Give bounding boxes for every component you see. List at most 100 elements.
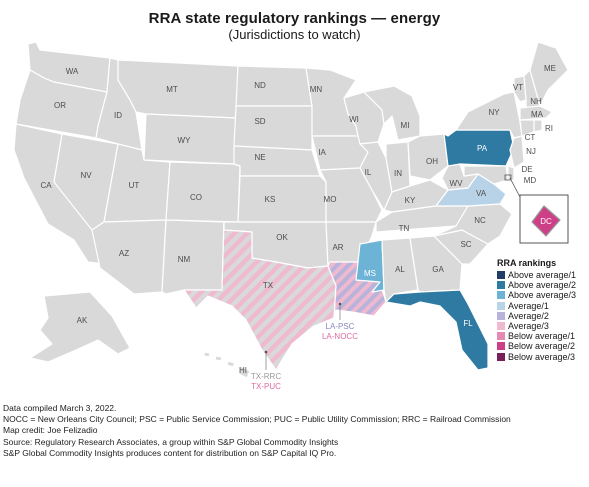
label-va: VA bbox=[476, 189, 487, 198]
label-fl: FL bbox=[463, 319, 473, 328]
legend-swatch bbox=[497, 352, 505, 361]
state-dc[interactable] bbox=[531, 205, 561, 237]
state-la[interactable] bbox=[327, 261, 387, 319]
legend-swatch bbox=[497, 291, 505, 300]
label-nm: NM bbox=[178, 255, 191, 264]
state-tx[interactable] bbox=[183, 221, 337, 371]
label-nc: NC bbox=[474, 216, 486, 225]
legend-label: Above average/1 bbox=[508, 270, 577, 281]
label-mo: MO bbox=[324, 195, 337, 204]
legend-item: Below average/1 bbox=[497, 331, 576, 341]
legend-item: Average/3 bbox=[497, 321, 576, 331]
legend-label: Average/1 bbox=[508, 300, 549, 311]
legend-swatch bbox=[497, 332, 505, 341]
dc-inset-leader bbox=[509, 177, 521, 198]
legend-item: Average/1 bbox=[497, 301, 576, 311]
legend-title: RRA rankings bbox=[497, 258, 557, 268]
state-ri[interactable] bbox=[533, 119, 543, 133]
label-al: AL bbox=[395, 265, 405, 274]
state-vt[interactable] bbox=[513, 75, 527, 103]
label-oh: OH bbox=[426, 157, 438, 166]
label-mt: MT bbox=[166, 85, 178, 94]
state-mt[interactable] bbox=[117, 59, 239, 119]
label-co: CO bbox=[190, 193, 202, 202]
state-md[interactable] bbox=[463, 165, 509, 185]
label-ut: UT bbox=[129, 181, 140, 190]
label-md: MD bbox=[524, 176, 537, 185]
state-fl[interactable] bbox=[385, 289, 489, 371]
callout-tx-puc: TX-PUC bbox=[251, 382, 281, 391]
legend-swatch bbox=[497, 281, 505, 290]
label-mi: MI bbox=[401, 121, 410, 130]
state-ks[interactable] bbox=[237, 175, 327, 223]
map-subtitle: (Jurisdictions to watch) bbox=[228, 27, 361, 42]
legend-label: Below average/1 bbox=[508, 331, 576, 342]
state-hi[interactable] bbox=[203, 351, 251, 379]
legend-label: Average/2 bbox=[508, 310, 549, 321]
legend-item: Above average/2 bbox=[497, 280, 576, 290]
label-ri: RI bbox=[545, 124, 553, 133]
legend-label: Above average/2 bbox=[508, 280, 577, 291]
label-mn: MN bbox=[310, 85, 323, 94]
state-ne[interactable] bbox=[233, 145, 321, 177]
state-wv[interactable] bbox=[441, 163, 479, 191]
legend: RRA rankings Above average/1 Above averag… bbox=[497, 258, 576, 362]
footer-line: Map credit: Joe Felizadio bbox=[3, 425, 98, 436]
state-ma[interactable] bbox=[519, 105, 553, 121]
label-dc: DC bbox=[540, 217, 552, 226]
label-ma: MA bbox=[531, 110, 544, 119]
label-ar: AR bbox=[332, 243, 343, 252]
legend-swatch bbox=[497, 271, 505, 280]
label-wv: WV bbox=[450, 179, 464, 188]
legend-swatch bbox=[497, 311, 505, 320]
legend-item: Above average/3 bbox=[497, 290, 576, 300]
state-nm[interactable] bbox=[161, 219, 225, 295]
label-ga: GA bbox=[432, 265, 444, 274]
label-ms: MS bbox=[364, 269, 376, 278]
map-title: RRA state regulatory rankings — energy bbox=[148, 10, 441, 27]
legend-swatch bbox=[497, 301, 505, 310]
label-wy: WY bbox=[178, 136, 192, 145]
label-vt: VT bbox=[513, 83, 523, 92]
legend-item: Below average/2 bbox=[497, 341, 576, 351]
legend-swatch bbox=[497, 342, 505, 351]
state-nj[interactable] bbox=[509, 135, 525, 169]
legend-item: Below average/3 bbox=[497, 352, 576, 362]
label-hi: HI bbox=[239, 366, 247, 375]
label-wa: WA bbox=[66, 67, 79, 76]
legend-label: Above average/3 bbox=[508, 290, 577, 301]
dc-marker bbox=[504, 174, 512, 181]
label-de: DE bbox=[521, 165, 532, 174]
label-nh: NH bbox=[530, 97, 542, 106]
tx-callout-dot bbox=[264, 350, 268, 354]
state-mi[interactable] bbox=[363, 85, 421, 141]
callout-la-nocc: LA-NOCC bbox=[322, 332, 358, 341]
label-ny: NY bbox=[488, 108, 500, 117]
footer-line: Source: Regulatory Research Associates, … bbox=[3, 436, 339, 447]
state-nd[interactable] bbox=[235, 65, 313, 107]
label-ok: OK bbox=[276, 233, 288, 242]
callout-la-psc: LA-PSC bbox=[326, 322, 355, 331]
state-sd[interactable] bbox=[233, 105, 313, 151]
label-nv: NV bbox=[80, 171, 92, 180]
label-az: AZ bbox=[119, 249, 129, 258]
legend-label: Below average/2 bbox=[508, 341, 576, 352]
label-nj: NJ bbox=[526, 147, 536, 156]
label-wi: WI bbox=[349, 115, 359, 124]
label-sd: SD bbox=[254, 117, 265, 126]
label-pa: PA bbox=[477, 144, 488, 153]
state-co[interactable] bbox=[165, 161, 241, 223]
label-ne: NE bbox=[254, 153, 265, 162]
label-nd: ND bbox=[254, 81, 266, 90]
label-me: ME bbox=[544, 64, 556, 73]
legend-swatch bbox=[497, 322, 505, 331]
legend-label: Average/3 bbox=[508, 321, 549, 332]
label-sc: SC bbox=[460, 240, 471, 249]
label-ks: KS bbox=[265, 195, 276, 204]
la-callout-dot bbox=[338, 302, 342, 306]
label-tx: TX bbox=[263, 281, 274, 290]
state-ak[interactable] bbox=[29, 291, 131, 363]
footer-notes: Data compiled March 3, 2022. NOCC = New … bbox=[3, 403, 511, 459]
label-ia: IA bbox=[318, 148, 326, 157]
